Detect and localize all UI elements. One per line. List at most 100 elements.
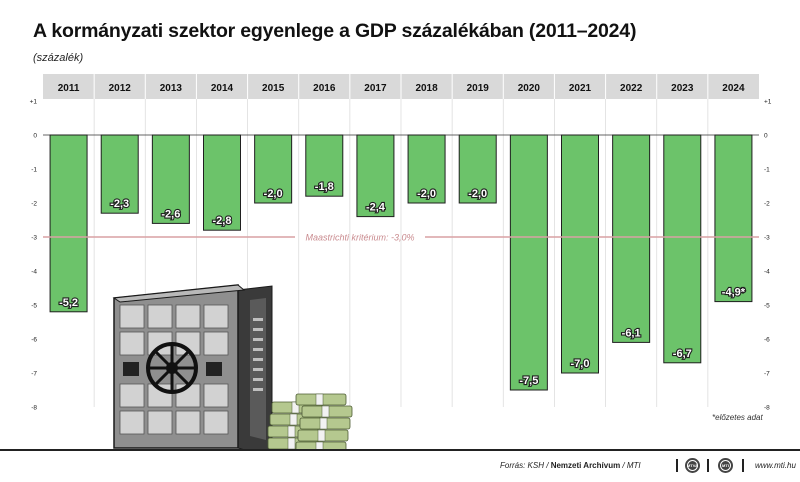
- y-tick-label-right: 0: [764, 133, 768, 140]
- reference-line-label: Maastrichti kritérium: -3,0%: [305, 233, 414, 243]
- y-tick-label-left: -3: [31, 235, 37, 242]
- year-label: 2012: [109, 83, 132, 94]
- bar-value-label: -2,0: [468, 188, 487, 200]
- bar: [612, 134, 651, 343]
- bar: [714, 134, 753, 303]
- bar: [305, 134, 344, 197]
- source-archive: Nemzeti Archívum: [550, 461, 621, 470]
- year-label: 2017: [364, 83, 387, 94]
- bar: [509, 134, 548, 391]
- y-tick-label-left: -5: [31, 303, 37, 310]
- y-tick-label-left: -2: [31, 201, 37, 208]
- bars: -5,2 -2,3 -2,6 -2,8 -2,0 -1,8 -2,4 -2,0 -2,0 -7,5…: [49, 134, 753, 391]
- safe-panel: [203, 383, 229, 408]
- mtva-logo-icon: MTVA: [685, 458, 700, 473]
- bar-value-label: -2,4: [366, 202, 386, 214]
- y-tick-label-left: 0: [33, 133, 37, 140]
- money-band: [287, 437, 296, 449]
- year-label: 2018: [415, 83, 438, 94]
- safe-panel: [203, 304, 229, 329]
- y-tick-label-right: -4: [764, 269, 770, 276]
- bar-value-label: -5,2: [59, 297, 78, 309]
- bar-value-label: -7,5: [519, 375, 538, 387]
- money-band: [317, 429, 326, 442]
- x-axis-category-labels: 2011 2012 2013 2014 2015 2016 2017 2018 2019 2020…: [58, 83, 745, 94]
- source-prefix: Forrás: KSH /: [500, 461, 551, 470]
- maastricht-reference: Maastrichti kritérium: -3,0%: [43, 233, 759, 243]
- year-label: 2021: [569, 83, 592, 94]
- money-band: [315, 441, 324, 449]
- y-axis-right: +1 0 -1 -2 -3 -4 -5 -6 -7 -8: [764, 99, 772, 412]
- chart-title: A kormányzati szektor egyenlege a GDP sz…: [33, 20, 637, 42]
- safe-panel: [203, 331, 229, 356]
- vault-safe-illustration: [112, 284, 353, 449]
- year-label: 2022: [620, 83, 643, 94]
- bar: [356, 134, 395, 218]
- y-tick-label-left: -7: [31, 371, 37, 378]
- separator: [742, 459, 744, 472]
- safe-panel: [119, 410, 145, 435]
- money-band: [291, 401, 300, 414]
- chart-subtitle: (százalék): [33, 52, 84, 64]
- year-label: 2011: [58, 83, 80, 94]
- y-tick-label-right: -2: [764, 201, 770, 208]
- source-suffix: / MTI: [620, 461, 641, 470]
- bar: [663, 134, 702, 364]
- y-tick-label-left: +1: [30, 99, 38, 106]
- bar-value-label: -7,0: [571, 358, 590, 370]
- bar-value-label: -2,0: [264, 188, 283, 200]
- bar: [203, 134, 241, 231]
- bar-value-label: -6,1: [622, 327, 641, 339]
- safe-panel: [119, 331, 145, 356]
- website-link[interactable]: www.mti.hu: [755, 461, 796, 470]
- mti-logo-icon: MTI: [718, 458, 733, 473]
- y-tick-label-left: -6: [31, 337, 37, 344]
- y-tick-label-left: -1: [31, 167, 37, 174]
- y-tick-label-left: -8: [31, 405, 37, 412]
- year-label: 2019: [467, 83, 490, 94]
- bar-value-label: -2,3: [110, 198, 129, 210]
- bar-chart: +10-1-2-3-4-5-6-7-8 +10-1-2-3-4-5-6-7-8 …: [30, 74, 772, 449]
- bar-value-label: -1,8: [315, 181, 334, 193]
- y-tick-label-right: +1: [764, 99, 772, 106]
- safe-panel: [175, 304, 201, 329]
- y-tick-label-right: -8: [764, 405, 770, 412]
- safe-panel: [175, 410, 201, 435]
- bar-value-label: -6,7: [673, 348, 692, 360]
- bar: [100, 134, 139, 214]
- year-label: 2020: [518, 83, 541, 94]
- y-tick-label-right: -5: [764, 303, 770, 310]
- y-tick-label-left: -4: [31, 269, 37, 276]
- money-band: [315, 393, 324, 406]
- safe-panel: [203, 410, 229, 435]
- door-bolts: [253, 318, 263, 391]
- bar-value-label: -2,8: [213, 215, 232, 227]
- y-axis-left: +1 0 -1 -2 -3 -4 -5 -6 -7 -8: [30, 99, 38, 412]
- year-label: 2024: [722, 83, 745, 94]
- y-tick-label-right: -1: [764, 167, 770, 174]
- year-label: 2013: [160, 83, 183, 94]
- y-tick-label-right: -3: [764, 235, 770, 242]
- footer: Forrás: KSH / Nemzeti Archívum / MTI MTV…: [0, 449, 800, 482]
- bar: [151, 134, 190, 224]
- footnote-preliminary: *előzetes adat: [712, 413, 763, 422]
- bar: [458, 134, 497, 204]
- year-label: 2014: [211, 83, 234, 94]
- bar-value-label: -2,6: [161, 208, 180, 220]
- safe-panel: [147, 304, 173, 329]
- bar-value-label: -4,9*: [722, 287, 746, 299]
- safe-panel: [119, 304, 145, 329]
- y-tick-label-right: -7: [764, 371, 770, 378]
- year-label: 2023: [671, 83, 694, 94]
- year-label: 2016: [313, 83, 336, 94]
- money-band: [287, 425, 296, 438]
- bar: [49, 134, 88, 313]
- bar: [561, 134, 599, 374]
- bar-value-label: -2,0: [417, 188, 436, 200]
- footer-divider: [0, 449, 800, 451]
- money-band: [319, 417, 328, 430]
- separator: [676, 459, 678, 472]
- source-credit: Forrás: KSH / Nemzeti Archívum / MTI: [500, 461, 641, 470]
- safe-panel: [119, 383, 145, 408]
